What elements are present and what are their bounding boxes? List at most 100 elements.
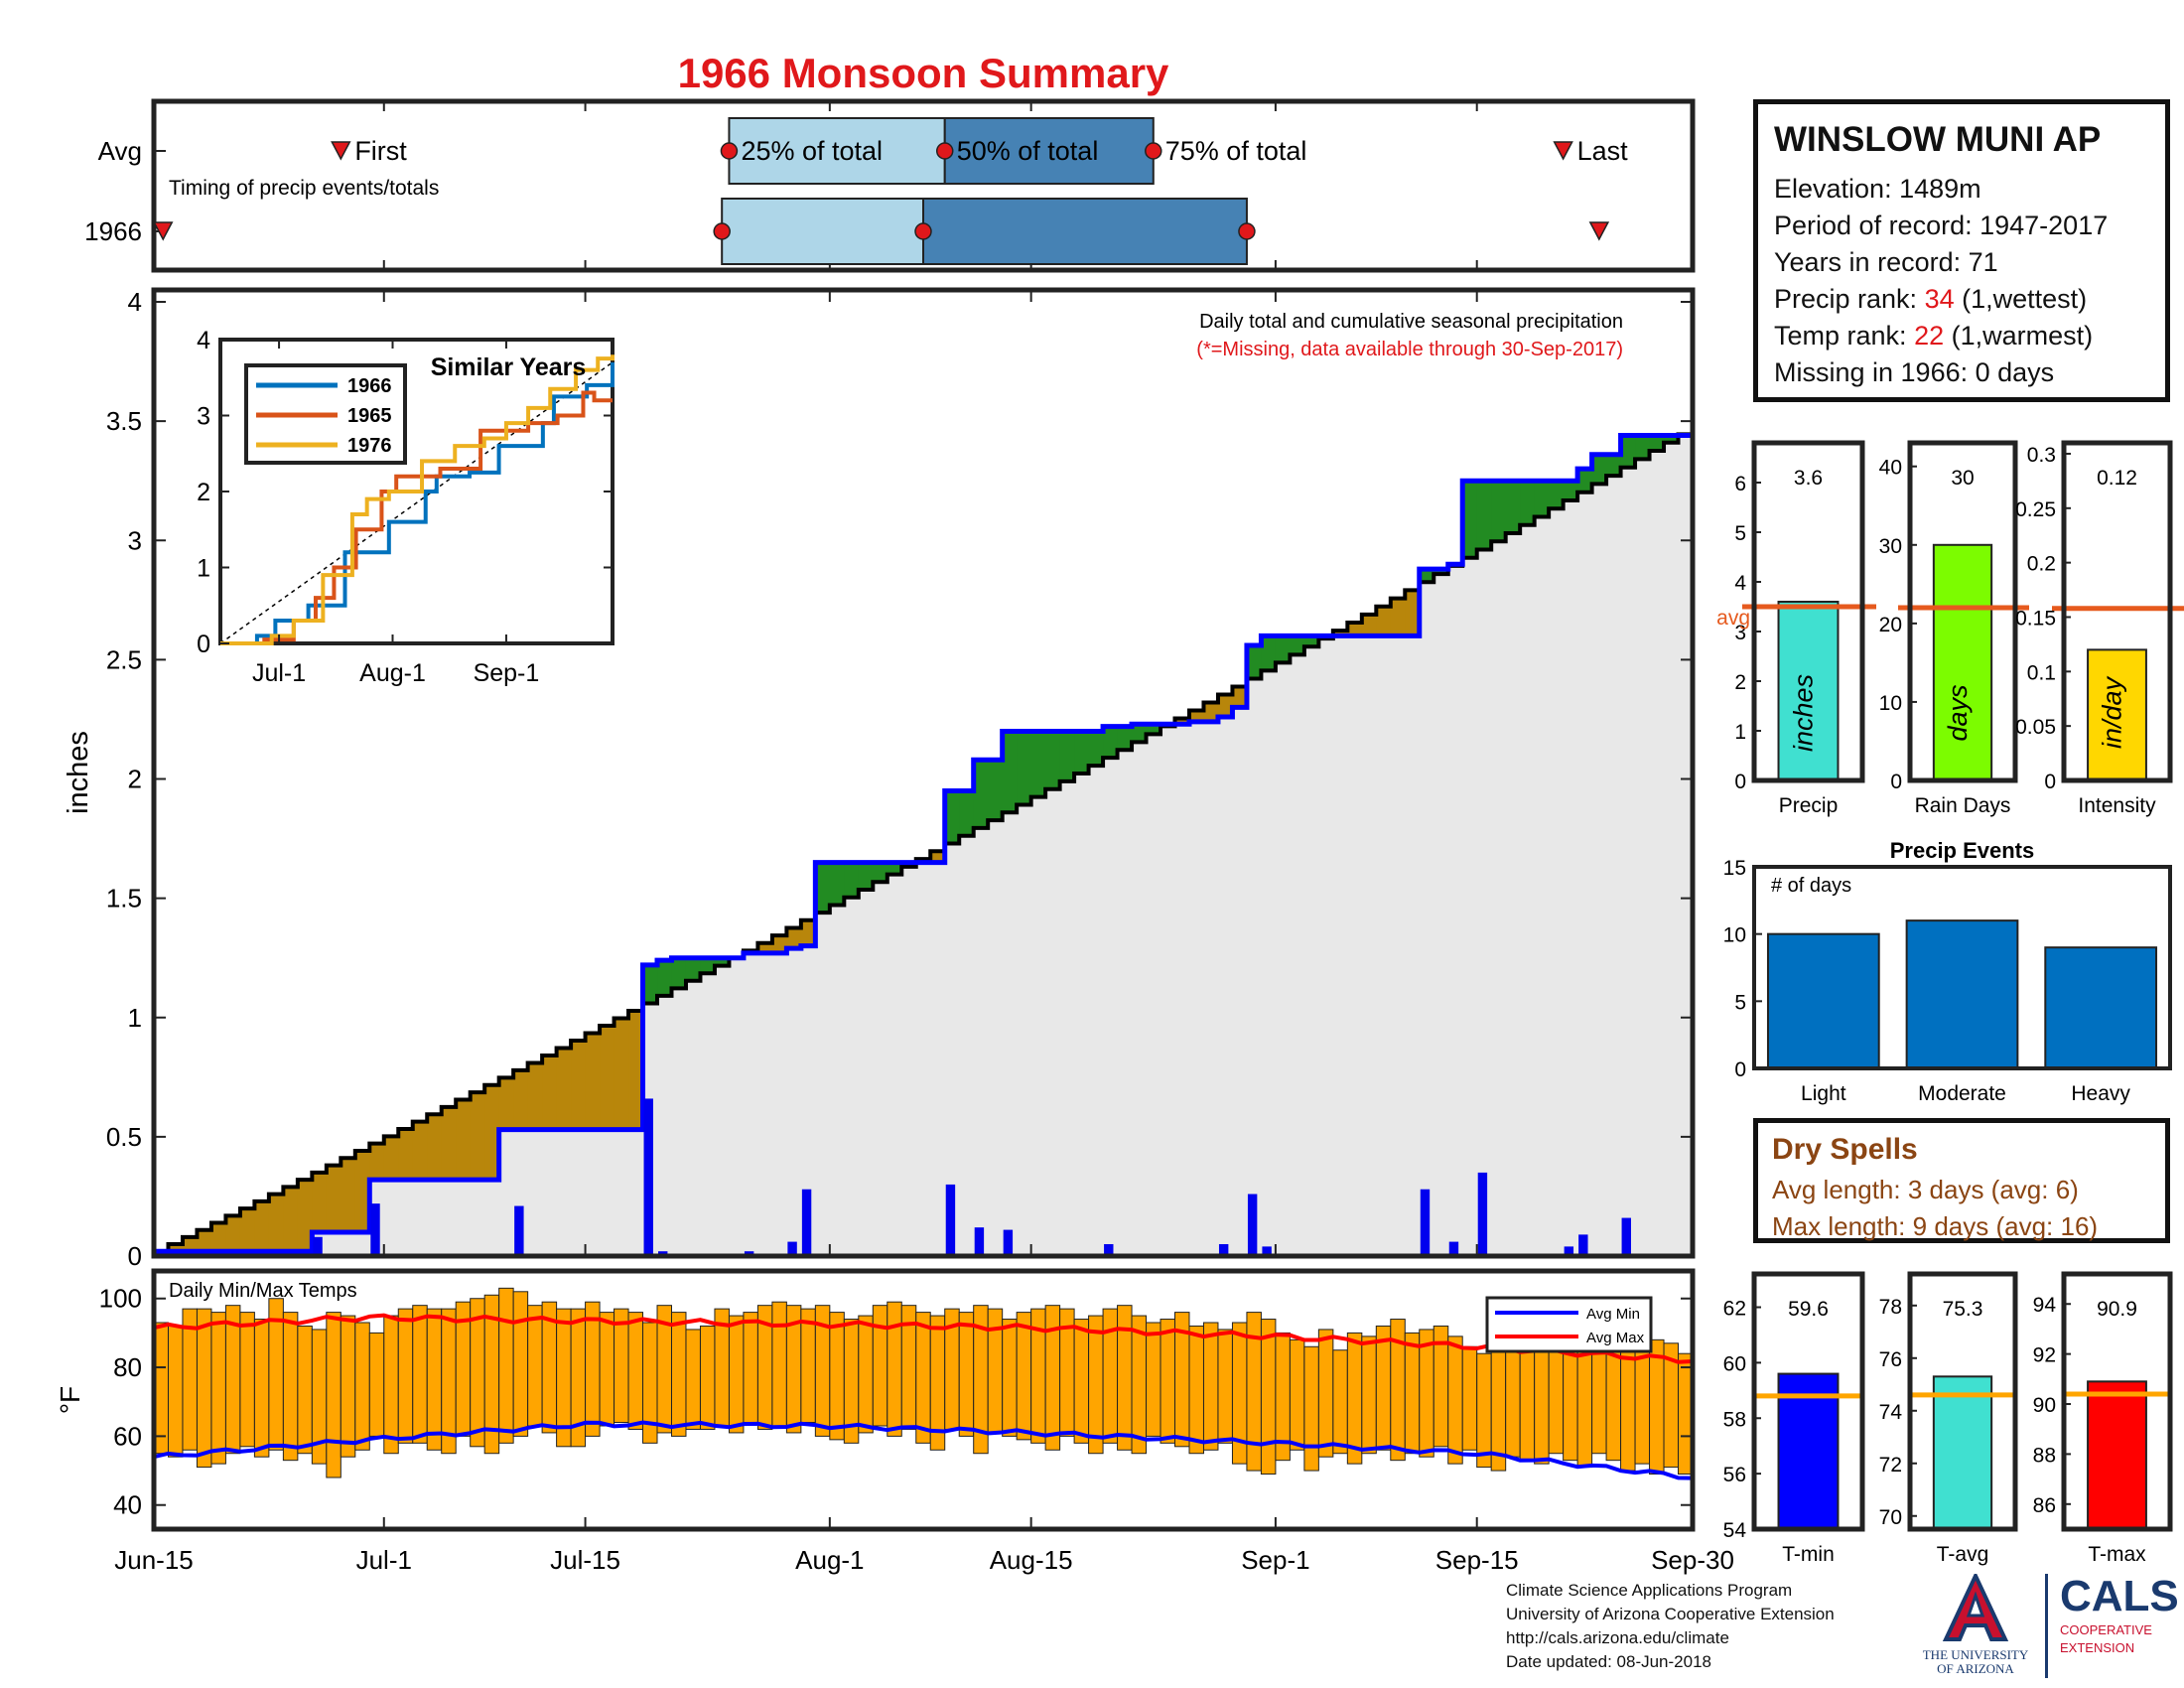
timing-first-label: First [354,136,407,166]
summary_tmin-ytick-label-4: 62 [1723,1298,1746,1321]
cumulative-difference-bar-91 [1462,481,1478,558]
summary_intensity-ytick-label-0: 0 [2044,771,2056,793]
summary_tmin-ytick-label-0: 54 [1723,1519,1747,1542]
cumulative-difference-bar-82 [1332,631,1348,636]
cumulative-difference-bar-78 [1275,635,1291,663]
temp-range-bar-94 [1505,1342,1521,1458]
cumulative-difference-bar-102 [1620,435,1636,468]
cum-ytick-label-8: 4 [128,287,142,317]
cumulative-difference-bar-57 [973,760,989,828]
temp-xtick-label-6: Sep-15 [1435,1545,1519,1575]
inset-ytick-label-1: 1 [197,555,210,583]
cumulative-difference-bar-23 [484,1084,500,1181]
timing-q25-label: 25% of total [741,136,883,166]
temp-range-bar-15 [368,1332,385,1437]
summary_intensity-ytick-label-5: 0.25 [2015,498,2056,521]
cumulative-difference-bar-14 [354,1150,370,1232]
cumulative-difference-bar-19 [427,1114,443,1181]
temp-range-bar-64 [1073,1319,1090,1444]
cumulative-difference-bar-37 [685,957,702,981]
temp-range-bar-51 [887,1301,902,1437]
footer-line3: http://cals.arizona.edu/climate [1506,1628,1729,1647]
precip-rank-value: 34 [1924,284,1955,314]
figure-title: 1966 Monsoon Summary [678,50,1169,96]
summary_raindays-unit-label: days [1943,684,1973,741]
summary_tmax-bar [2087,1380,2147,1530]
university-of-arizona-logo: THE UNIVERSITY OF ARIZONA [1921,1571,2030,1678]
temp-range-bar-13 [340,1315,356,1458]
daily-precip-bar-23 [1621,1217,1631,1256]
cumulative-difference-bar-30 [585,1033,601,1130]
cumulative-difference-bar-93 [1491,481,1507,542]
temp-range-bar-47 [829,1312,845,1441]
years-in-record: Years in record: 71 [1774,247,1998,277]
inset-xtick-label-1: Aug-1 [359,659,426,687]
cumulative-difference-bar-10 [297,1180,313,1252]
inset-ytick-label-2: 2 [197,479,210,506]
summary_raindays-ytick-label-4: 40 [1879,457,1902,480]
cals-text: CALS [2060,1572,2179,1620]
timing-q75-label: 75% of total [1165,136,1307,166]
timing-year-q25-marker [713,222,731,240]
cumulative-difference-bar-94 [1505,481,1521,534]
daily-precip-bar-20 [1477,1172,1488,1256]
cumulative-difference-bar-65 [1088,731,1104,767]
summary_tmax-frame [2061,1271,2173,1532]
daily-precip-bar-21 [1564,1246,1574,1256]
summary_raindays-ytick-label-3: 30 [1879,535,1902,558]
summary_intensity-frame [2061,440,2173,783]
summary_raindays-category: Rain Days [1915,794,2011,817]
temp-range-bar-17 [397,1308,414,1444]
temp-xtick-label-5: Sep-1 [1241,1545,1309,1575]
temp-range-bar-69 [1146,1322,1161,1437]
summary_intensity-category: Intensity [2078,794,2156,817]
summary_tmax-ytick-label-4: 94 [2033,1294,2057,1317]
daily-precip-bar-13 [1104,1243,1114,1256]
temp-range-bar-88 [1419,1329,1434,1458]
cumulative-difference-bar-1 [168,1244,184,1252]
timing-year-last-marker [1588,221,1610,241]
cumulative-difference-bar-56 [959,790,975,836]
temp-range-bar-26 [527,1305,543,1427]
cumulative-difference-bar-100 [1591,454,1607,485]
cumulative-difference-bar-101 [1606,454,1622,477]
temp-frame [151,1268,1696,1532]
summary_tmin-value-label: 59.6 [1788,1298,1829,1321]
summary_tavg-ytick-label-2: 74 [1879,1401,1903,1424]
cumulative-difference-bar-28 [556,1048,572,1130]
temp-ytick-label-0: 40 [113,1490,142,1520]
events-title: Precip Events [1890,838,2035,863]
temp-range-bar-41 [743,1312,758,1424]
summary_tmin-category: T-min [1782,1543,1835,1566]
cumulative-difference-bar-25 [513,1069,529,1130]
cumulative-difference-bar-20 [441,1106,457,1181]
summary_intensity-ytick-label-2: 0.1 [2027,661,2056,684]
cumulative-difference-bar-51 [887,862,902,875]
summary_tavg-ytick-label-0: 70 [1879,1506,1902,1529]
timing-year-q75-marker [1238,222,1256,240]
summary_tavg-value-label: 75.3 [1943,1298,1983,1321]
cumulative-difference-bar-80 [1303,635,1319,647]
cumulative-difference-bar-75 [1232,686,1248,708]
events-category-2: Heavy [2071,1082,2130,1105]
cumulative-difference-bar-59 [1002,731,1018,813]
daily-precip-bar-17 [1262,1246,1272,1256]
cumulative-difference-bar-34 [642,964,658,1004]
daily-precip-bar-8 [787,1241,797,1256]
cumulative-difference-bar-68 [1132,724,1148,743]
summary_precip-bar [1777,601,1840,781]
daily-precip-bar-11 [974,1227,985,1256]
temp-range-bar-7 [253,1319,270,1458]
temp-range-bar-92 [1476,1352,1492,1469]
temp-range-bar-5 [224,1305,241,1455]
cumulative-difference-bar-61 [1030,731,1046,797]
summary_raindays-value-label: 30 [1951,467,1974,490]
inset-avg-diagonal [219,361,614,644]
daily-precip-bar-22 [1578,1234,1588,1256]
temp-range-bar-56 [958,1312,975,1437]
temp-range-bar-19 [426,1308,443,1451]
summary_tmin-bar [1777,1372,1840,1530]
cumulative-difference-bar-60 [1017,731,1032,805]
